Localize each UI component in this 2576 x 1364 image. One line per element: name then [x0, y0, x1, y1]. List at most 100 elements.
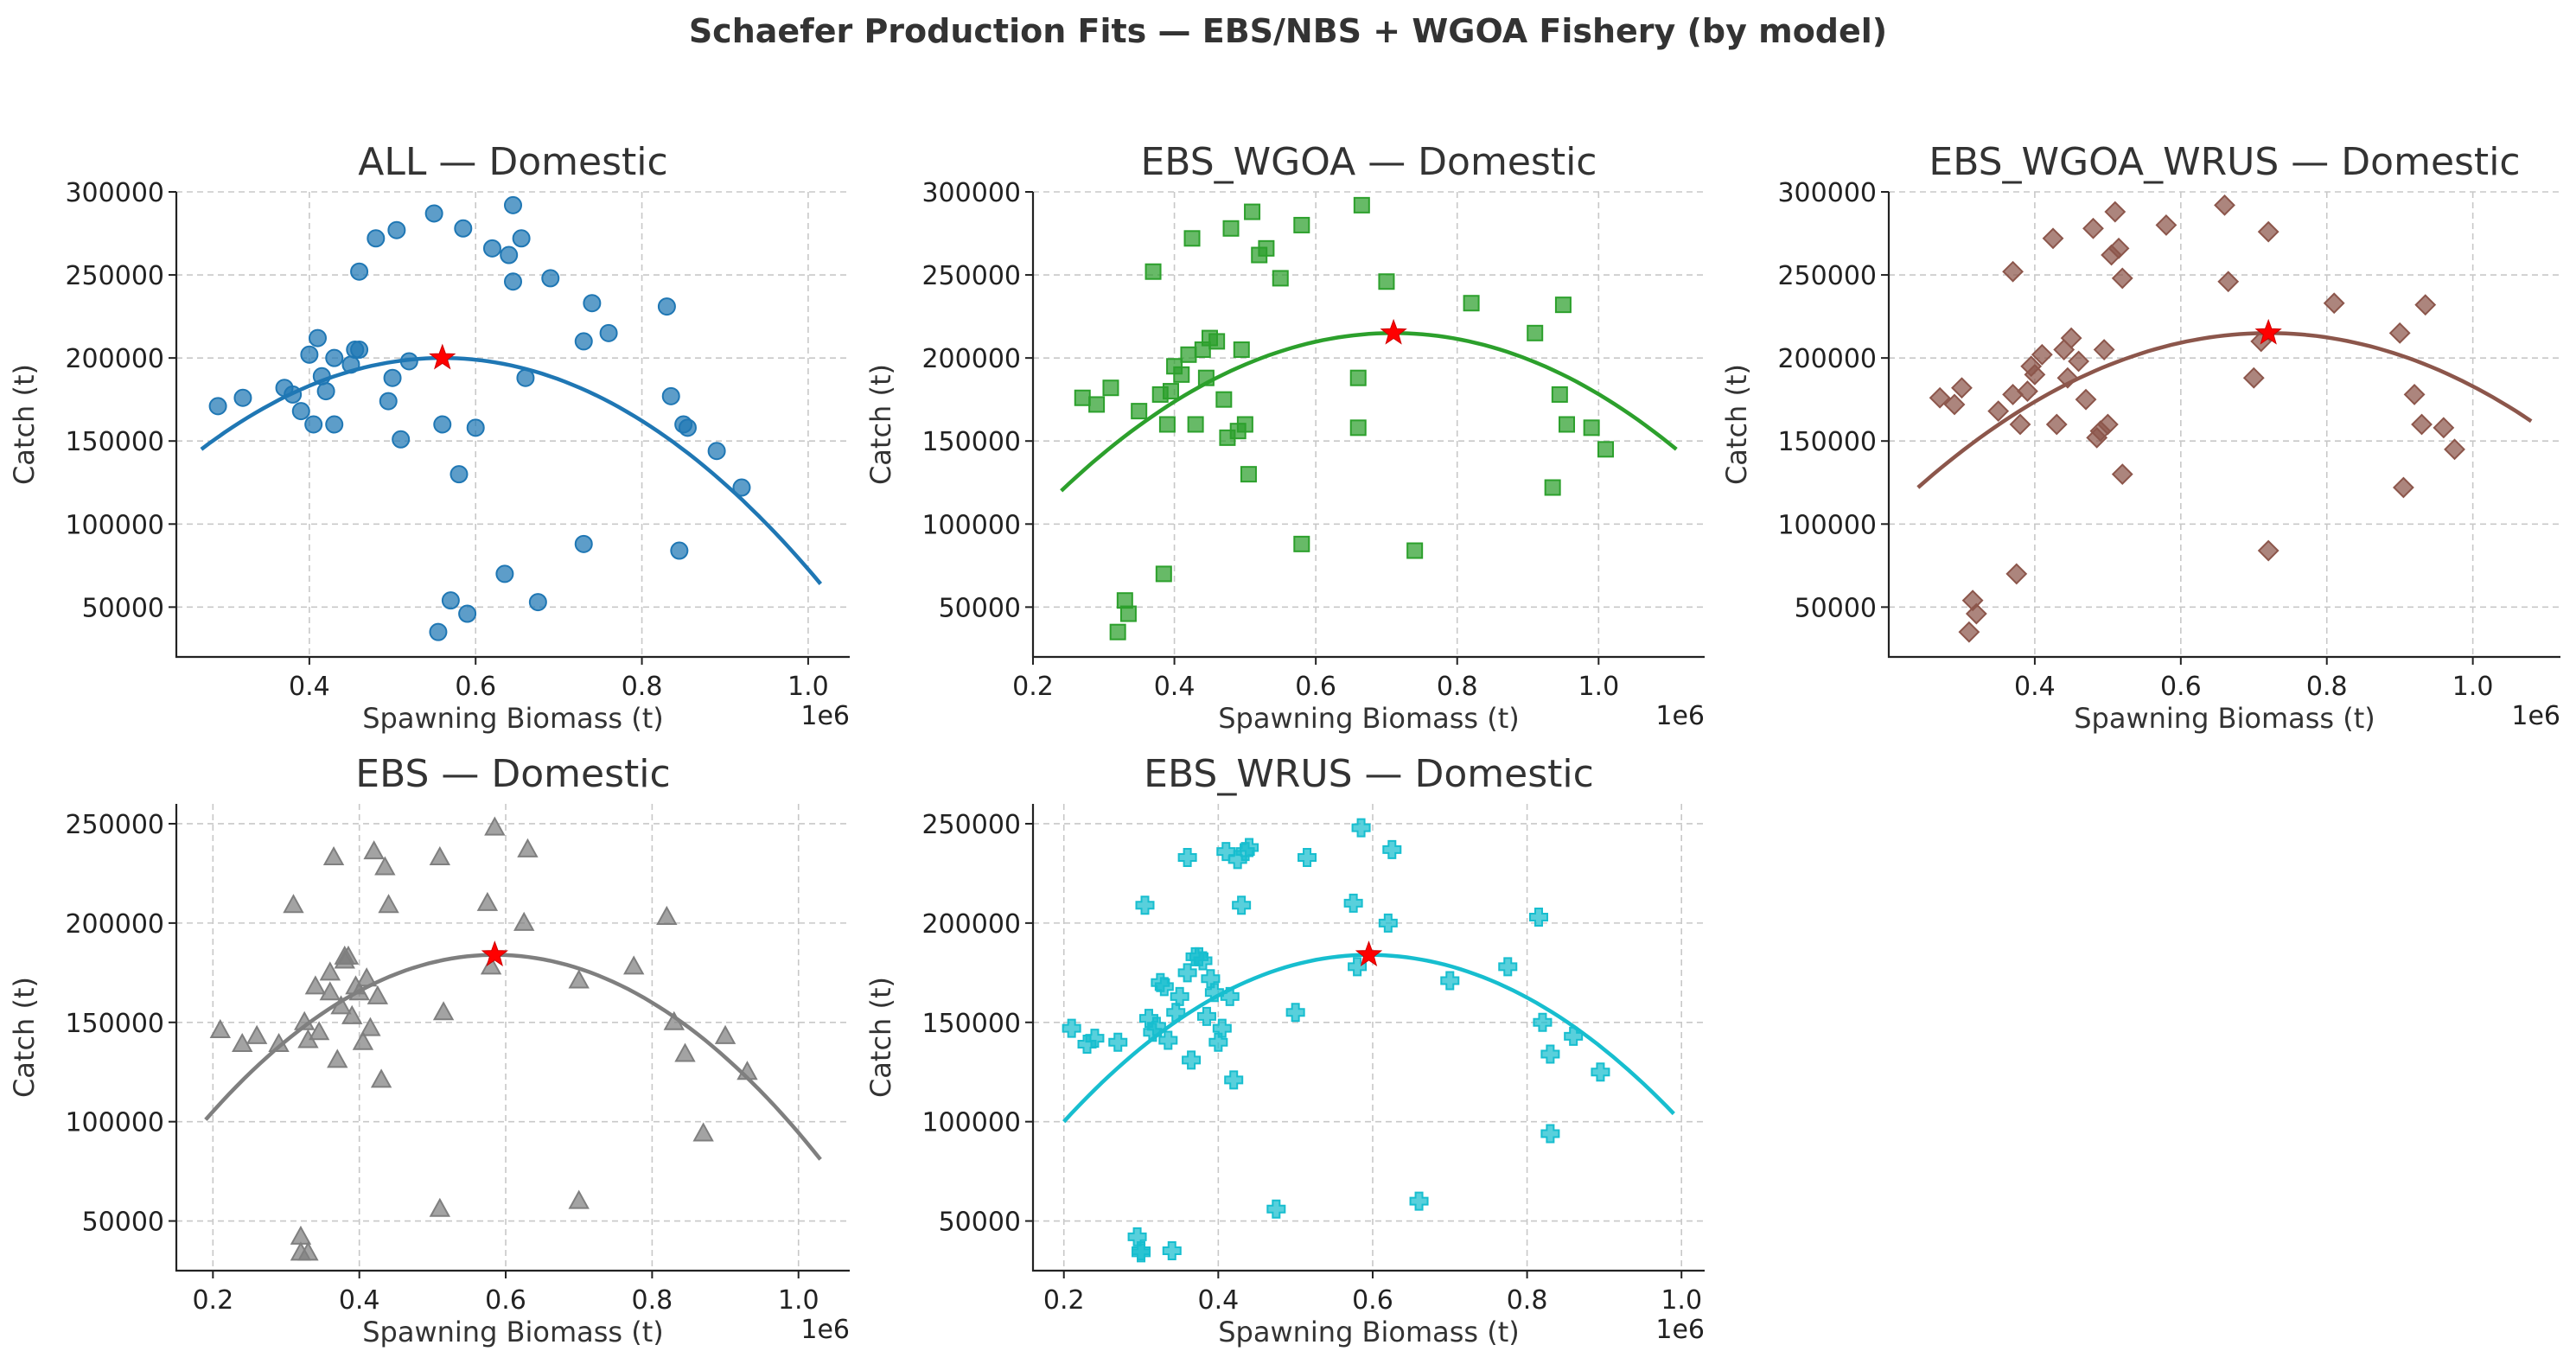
- data-point: [1298, 848, 1317, 868]
- data-point: [1527, 324, 1544, 341]
- data-point: [232, 1032, 253, 1053]
- data-point: [1170, 986, 1189, 1006]
- data-point: [2242, 366, 2265, 389]
- data-point: [1943, 393, 1966, 416]
- data-point: [599, 323, 618, 342]
- y-tick-label: 150000: [921, 1009, 1021, 1039]
- chart-panel-3: 0.4 0.6 0.8 1.0 50000 100000 150000 200000 25000…: [1720, 140, 2560, 735]
- y-tick-label: 150000: [921, 427, 1021, 457]
- data-point: [1559, 416, 1576, 433]
- data-point: [2060, 327, 2082, 349]
- y-axis-label: Catch (t): [8, 977, 41, 1098]
- x-tick-label: 0.4: [289, 672, 330, 702]
- data-point: [1349, 419, 1367, 437]
- data-point: [383, 368, 402, 387]
- data-point: [1062, 1018, 1081, 1038]
- data-point: [1498, 957, 1518, 977]
- x-tick-label: 0.2: [192, 1285, 233, 1316]
- axis-spines: [175, 804, 850, 1272]
- x-tick-label: 0.4: [1197, 1285, 1239, 1316]
- y-tick-label: 200000: [65, 909, 164, 940]
- data-point: [1258, 239, 1275, 257]
- data-point: [678, 418, 697, 437]
- x-tick-label: 0.6: [455, 672, 496, 702]
- x-tick-label: 1.0: [1578, 672, 1619, 702]
- y-tick-label: 100000: [921, 510, 1021, 540]
- data-point: [504, 195, 522, 214]
- data-point: [1564, 1026, 1584, 1046]
- data-point: [1162, 1241, 1182, 1261]
- fitted-curve: [204, 953, 822, 1161]
- data-point: [290, 1225, 312, 1245]
- data-point: [322, 845, 345, 866]
- data-point: [2096, 413, 2119, 436]
- data-point: [1085, 1029, 1105, 1048]
- chart-panel-5: 0.2 0.4 0.6 0.8 1.0 50000 100000 150000 200000 25…: [864, 752, 1705, 1348]
- data-point: [1232, 896, 1252, 915]
- data-point: [1540, 1124, 1560, 1144]
- data-point: [2323, 292, 2345, 315]
- data-point: [1177, 848, 1197, 868]
- data-point: [1187, 416, 1204, 433]
- data-point: [2045, 413, 2068, 436]
- data-point: [476, 891, 499, 911]
- y-tick-label: 300000: [1777, 178, 1877, 208]
- data-point: [367, 229, 386, 248]
- data-point: [1240, 838, 1259, 857]
- data-point: [1158, 1030, 1178, 1050]
- y-tick-label: 200000: [1777, 344, 1877, 374]
- data-point: [1162, 383, 1179, 400]
- panel-title: EBS — Domestic: [355, 752, 670, 796]
- data-point: [574, 534, 593, 553]
- data-point: [2257, 539, 2280, 562]
- fitted-curve: [200, 355, 823, 585]
- data-point: [1343, 893, 1363, 913]
- y-axis-label: Catch (t): [8, 364, 41, 485]
- data-point: [1463, 295, 1480, 312]
- data-point: [623, 955, 645, 975]
- data-point: [1212, 1018, 1232, 1038]
- x-tick-label: 0.4: [339, 1285, 380, 1316]
- x-tick-label: 0.2: [1012, 672, 1054, 702]
- x-tick-label: 0.8: [2306, 672, 2348, 702]
- data-point: [367, 985, 389, 1004]
- data-point: [541, 269, 560, 288]
- data-point: [325, 415, 344, 434]
- data-point: [379, 392, 398, 411]
- x-tick-label: 0.8: [1437, 672, 1478, 702]
- x-axis-label: Spawning Biomass (t): [1218, 1316, 1520, 1348]
- msy-star-marker: [481, 940, 508, 966]
- data-point: [1109, 623, 1126, 641]
- y-tick-label: 250000: [65, 810, 164, 840]
- data-point: [1215, 391, 1233, 408]
- axis-spines: [1031, 192, 1705, 659]
- y-tick-label: 200000: [65, 344, 164, 374]
- data-point: [1378, 913, 1398, 933]
- data-point: [1583, 419, 1600, 437]
- y-tick-label: 100000: [1777, 510, 1877, 540]
- data-point: [504, 272, 522, 291]
- x-tick-label: 0.2: [1043, 1285, 1085, 1316]
- panel-title: EBS_WGOA — Domestic: [1141, 140, 1597, 184]
- data-point: [2075, 388, 2097, 411]
- data-point: [657, 297, 676, 316]
- data-point: [308, 1021, 330, 1041]
- data-point: [2111, 463, 2133, 486]
- data-point: [2002, 384, 2024, 405]
- data-point: [2104, 201, 2126, 223]
- data-point: [495, 564, 514, 583]
- x-tick-label: 0.6: [1295, 672, 1336, 702]
- data-point: [1240, 466, 1257, 483]
- data-point: [692, 1122, 714, 1142]
- data-point: [1154, 977, 1174, 997]
- data-point: [517, 838, 539, 857]
- data-point: [480, 955, 502, 975]
- data-point: [2388, 322, 2411, 344]
- data-point: [1102, 379, 1119, 397]
- x-offset-label: 1e6: [1655, 701, 1705, 731]
- y-axis-label: Catch (t): [1720, 364, 1753, 485]
- data-point: [1233, 341, 1250, 359]
- chart-panel-4: 0.2 0.4 0.6 0.8 1.0 50000 100000 150000 200000 25…: [8, 752, 850, 1348]
- data-point: [1180, 346, 1197, 363]
